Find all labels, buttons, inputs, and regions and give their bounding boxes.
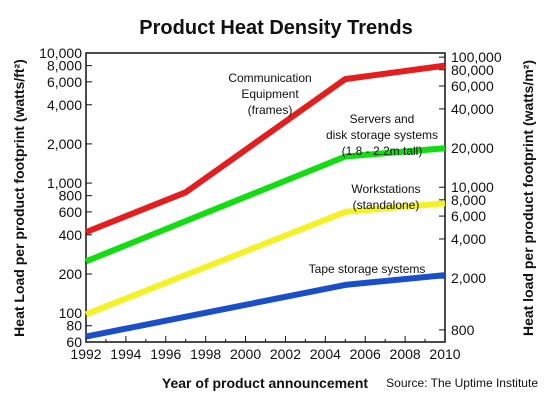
y-right-tick-label: 100,000: [451, 49, 502, 65]
annotation-label: (frames): [248, 103, 293, 117]
y-left-tick-label: 4,000: [47, 97, 82, 113]
x-tick-label: 1998: [190, 346, 221, 362]
series-line-4: [85, 272, 446, 340]
x-tick-label: 2008: [390, 346, 421, 362]
y-right-tick-label: 800: [451, 322, 475, 338]
y-right-tick-label: 20,000: [451, 140, 494, 156]
x-tick-label: 2000: [230, 346, 261, 362]
y-left-tick-label: 6,000: [47, 74, 82, 90]
plot-area: 1992 1994 1996 1998 2000 2002 2004 2006 2008 2010…: [39, 45, 502, 362]
y-left-tick-label: 100: [59, 305, 83, 321]
x-tick-label: 2010: [429, 346, 460, 362]
y-left-tick-label: 800: [59, 188, 83, 204]
y-left-tick-label: 600: [59, 204, 83, 220]
series-line-1: [84, 62, 446, 235]
y-left-tick-label: 200: [59, 266, 83, 282]
x-tick-label: 1992: [70, 346, 101, 362]
annotation-label: Communication: [228, 71, 311, 85]
annotation-label: (standalone): [353, 198, 420, 212]
y-right-tick-label: 60,000: [451, 78, 494, 94]
y-left-tick-label: 60: [66, 334, 82, 350]
source-note: Source: The Uptime Institute: [386, 376, 538, 390]
y-left-tick-label: 10,000: [39, 45, 82, 61]
chart-title: Product Heat Density Trends: [139, 17, 412, 39]
annotation-label: Equipment: [241, 87, 299, 101]
x-tick-label: 2006: [350, 346, 381, 362]
y-left-tick-label: 8,000: [47, 58, 82, 74]
x-tick-label: 2004: [310, 346, 341, 362]
series-line-3: [84, 200, 446, 318]
y-right-tick-label: 80,000: [451, 62, 494, 78]
x-tick-label: 1996: [150, 346, 181, 362]
y-right-tick-label: 2,000: [451, 270, 486, 286]
annotation-label: Workstations: [351, 182, 420, 196]
y-right-tick-label: 4,000: [451, 231, 486, 247]
y-right-tick-label: 10,000: [451, 179, 494, 195]
annotation-label: Tape storage systems: [309, 262, 426, 276]
x-tick-label: 2002: [270, 346, 301, 362]
y-left-tick-label: 2,000: [47, 136, 82, 152]
x-tick-label: 1994: [110, 346, 141, 362]
y-left-tick-label: 80: [66, 318, 82, 334]
y-right-tick-label: 8,000: [451, 192, 486, 208]
series-line-2: [84, 145, 446, 265]
y-left-tick-label: 1,000: [47, 175, 82, 191]
annotation-label: (1.8 - 2.2m tall): [342, 144, 423, 158]
y-left-tick-label: 400: [59, 227, 83, 243]
y-right-tick-label: 40,000: [451, 101, 494, 117]
y-axis-left-title: Heat Load per product footprint (watts/f…: [11, 59, 27, 337]
annotation-label: Servers and: [350, 112, 415, 126]
annotation-label: disk storage systems: [326, 128, 438, 142]
y-axis-right-title: Heat load per product footprint (watts/m…: [520, 60, 536, 336]
y-right-tick-label: 6,000: [451, 208, 486, 224]
x-axis-title: Year of product announcement: [162, 375, 368, 391]
